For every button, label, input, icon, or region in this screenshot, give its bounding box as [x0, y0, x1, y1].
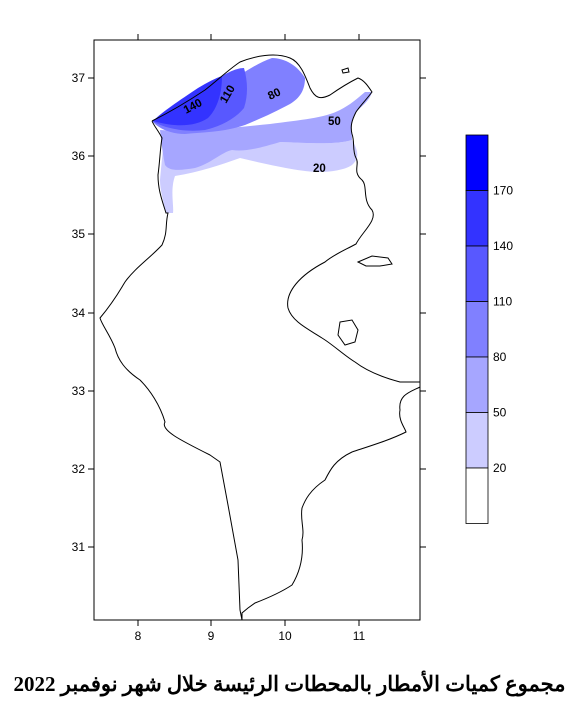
- legend-label: 170: [493, 184, 513, 198]
- map-frame: [93, 39, 421, 621]
- country-outline: [99, 54, 421, 621]
- legend: 170 140 110 80 50 20: [465, 134, 513, 524]
- legend-swatch: [465, 467, 489, 524]
- contour-label-50: 50: [328, 116, 341, 128]
- y-tick-label: 34: [72, 306, 86, 320]
- legend-label: 110: [493, 295, 512, 309]
- legend-label: 50: [493, 406, 507, 420]
- x-tick-label: 10: [278, 629, 292, 643]
- x-tick-label: 11: [353, 629, 366, 643]
- legend-swatch: [465, 301, 489, 358]
- y-tick-label: 32: [72, 462, 86, 476]
- axis-ticks: 8 9 10 11 37 36 35 34 33 32 31: [72, 34, 426, 643]
- legend-label: 140: [493, 239, 513, 253]
- legend-label: 20: [493, 461, 507, 475]
- x-tick-label: 9: [208, 629, 215, 643]
- galite-island: [341, 67, 350, 74]
- djerba-island: [337, 319, 359, 346]
- zone-50-80: [160, 92, 372, 170]
- legend-swatch: [465, 245, 489, 302]
- tunisia-outline: [99, 54, 421, 621]
- legend-swatch: [465, 190, 489, 247]
- y-tick-label: 35: [72, 227, 86, 241]
- rainfall-shading: [152, 58, 372, 213]
- x-tick-label: 8: [135, 629, 142, 643]
- y-tick-label: 33: [72, 384, 86, 398]
- legend-swatch: [465, 412, 489, 469]
- y-tick-label: 37: [72, 71, 86, 85]
- y-tick-label: 36: [72, 149, 86, 163]
- y-tick-label: 31: [72, 540, 86, 554]
- map-caption: مجموع كميات الأمطار بالمحطات الرئيسة خلا…: [13, 672, 566, 696]
- contour-label-80: 80: [266, 86, 283, 102]
- kerkennah-islands: [356, 255, 393, 267]
- legend-swatch: [465, 356, 489, 413]
- legend-swatch: [465, 134, 489, 191]
- legend-label: 80: [493, 350, 507, 364]
- contour-label-20: 20: [313, 163, 326, 175]
